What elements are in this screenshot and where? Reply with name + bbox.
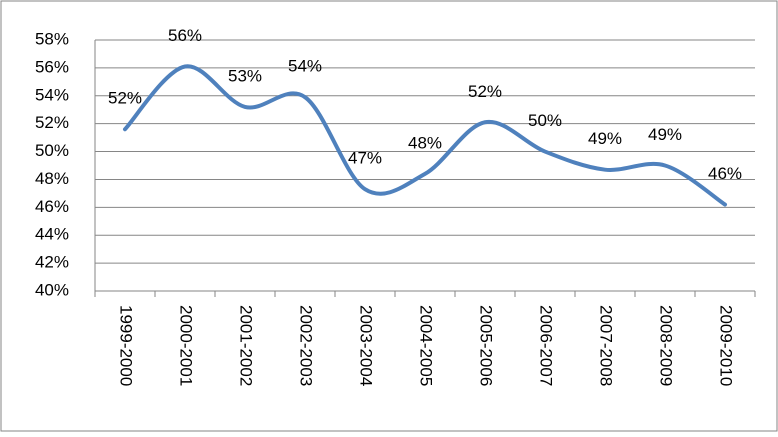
x-tick-label: 2002-2003	[297, 305, 316, 386]
y-tick-label: 46%	[35, 197, 69, 216]
y-tick-label: 58%	[35, 29, 69, 48]
y-tick-label: 56%	[35, 57, 69, 76]
y-tick-label: 42%	[35, 253, 69, 272]
x-tick-label: 2000-2001	[177, 305, 196, 386]
data-label: 56%	[168, 26, 202, 45]
x-tick-label: 2008-2009	[657, 305, 676, 386]
x-tick-label: 2005-2006	[477, 305, 496, 386]
y-tick-label: 52%	[35, 113, 69, 132]
x-tick-label: 2001-2002	[237, 305, 256, 386]
data-label: 54%	[288, 57, 322, 76]
y-tick-label: 50%	[35, 141, 69, 160]
data-label: 48%	[408, 133, 442, 152]
data-label: 46%	[708, 164, 742, 183]
data-label: 49%	[648, 125, 682, 144]
data-label: 47%	[348, 149, 382, 168]
y-tick-label: 44%	[35, 225, 69, 244]
y-tick-label: 40%	[35, 280, 69, 299]
data-label: 49%	[588, 129, 622, 148]
data-label: 52%	[108, 89, 142, 108]
x-tick-label: 2007-2008	[597, 305, 616, 386]
data-label: 50%	[528, 111, 562, 130]
x-tick-label: 1999-2000	[117, 305, 136, 386]
x-tick-label: 2003-2004	[357, 305, 376, 386]
x-tick-label: 2004-2005	[417, 305, 436, 386]
line	[123, 64, 727, 207]
x-tick-label: 2009-2010	[717, 305, 736, 386]
data-label: 52%	[468, 82, 502, 101]
data-label: 53%	[228, 66, 262, 85]
y-tick-label: 48%	[35, 169, 69, 188]
y-tick-label: 54%	[35, 85, 69, 104]
x-tick-label: 2006-2007	[537, 305, 556, 386]
